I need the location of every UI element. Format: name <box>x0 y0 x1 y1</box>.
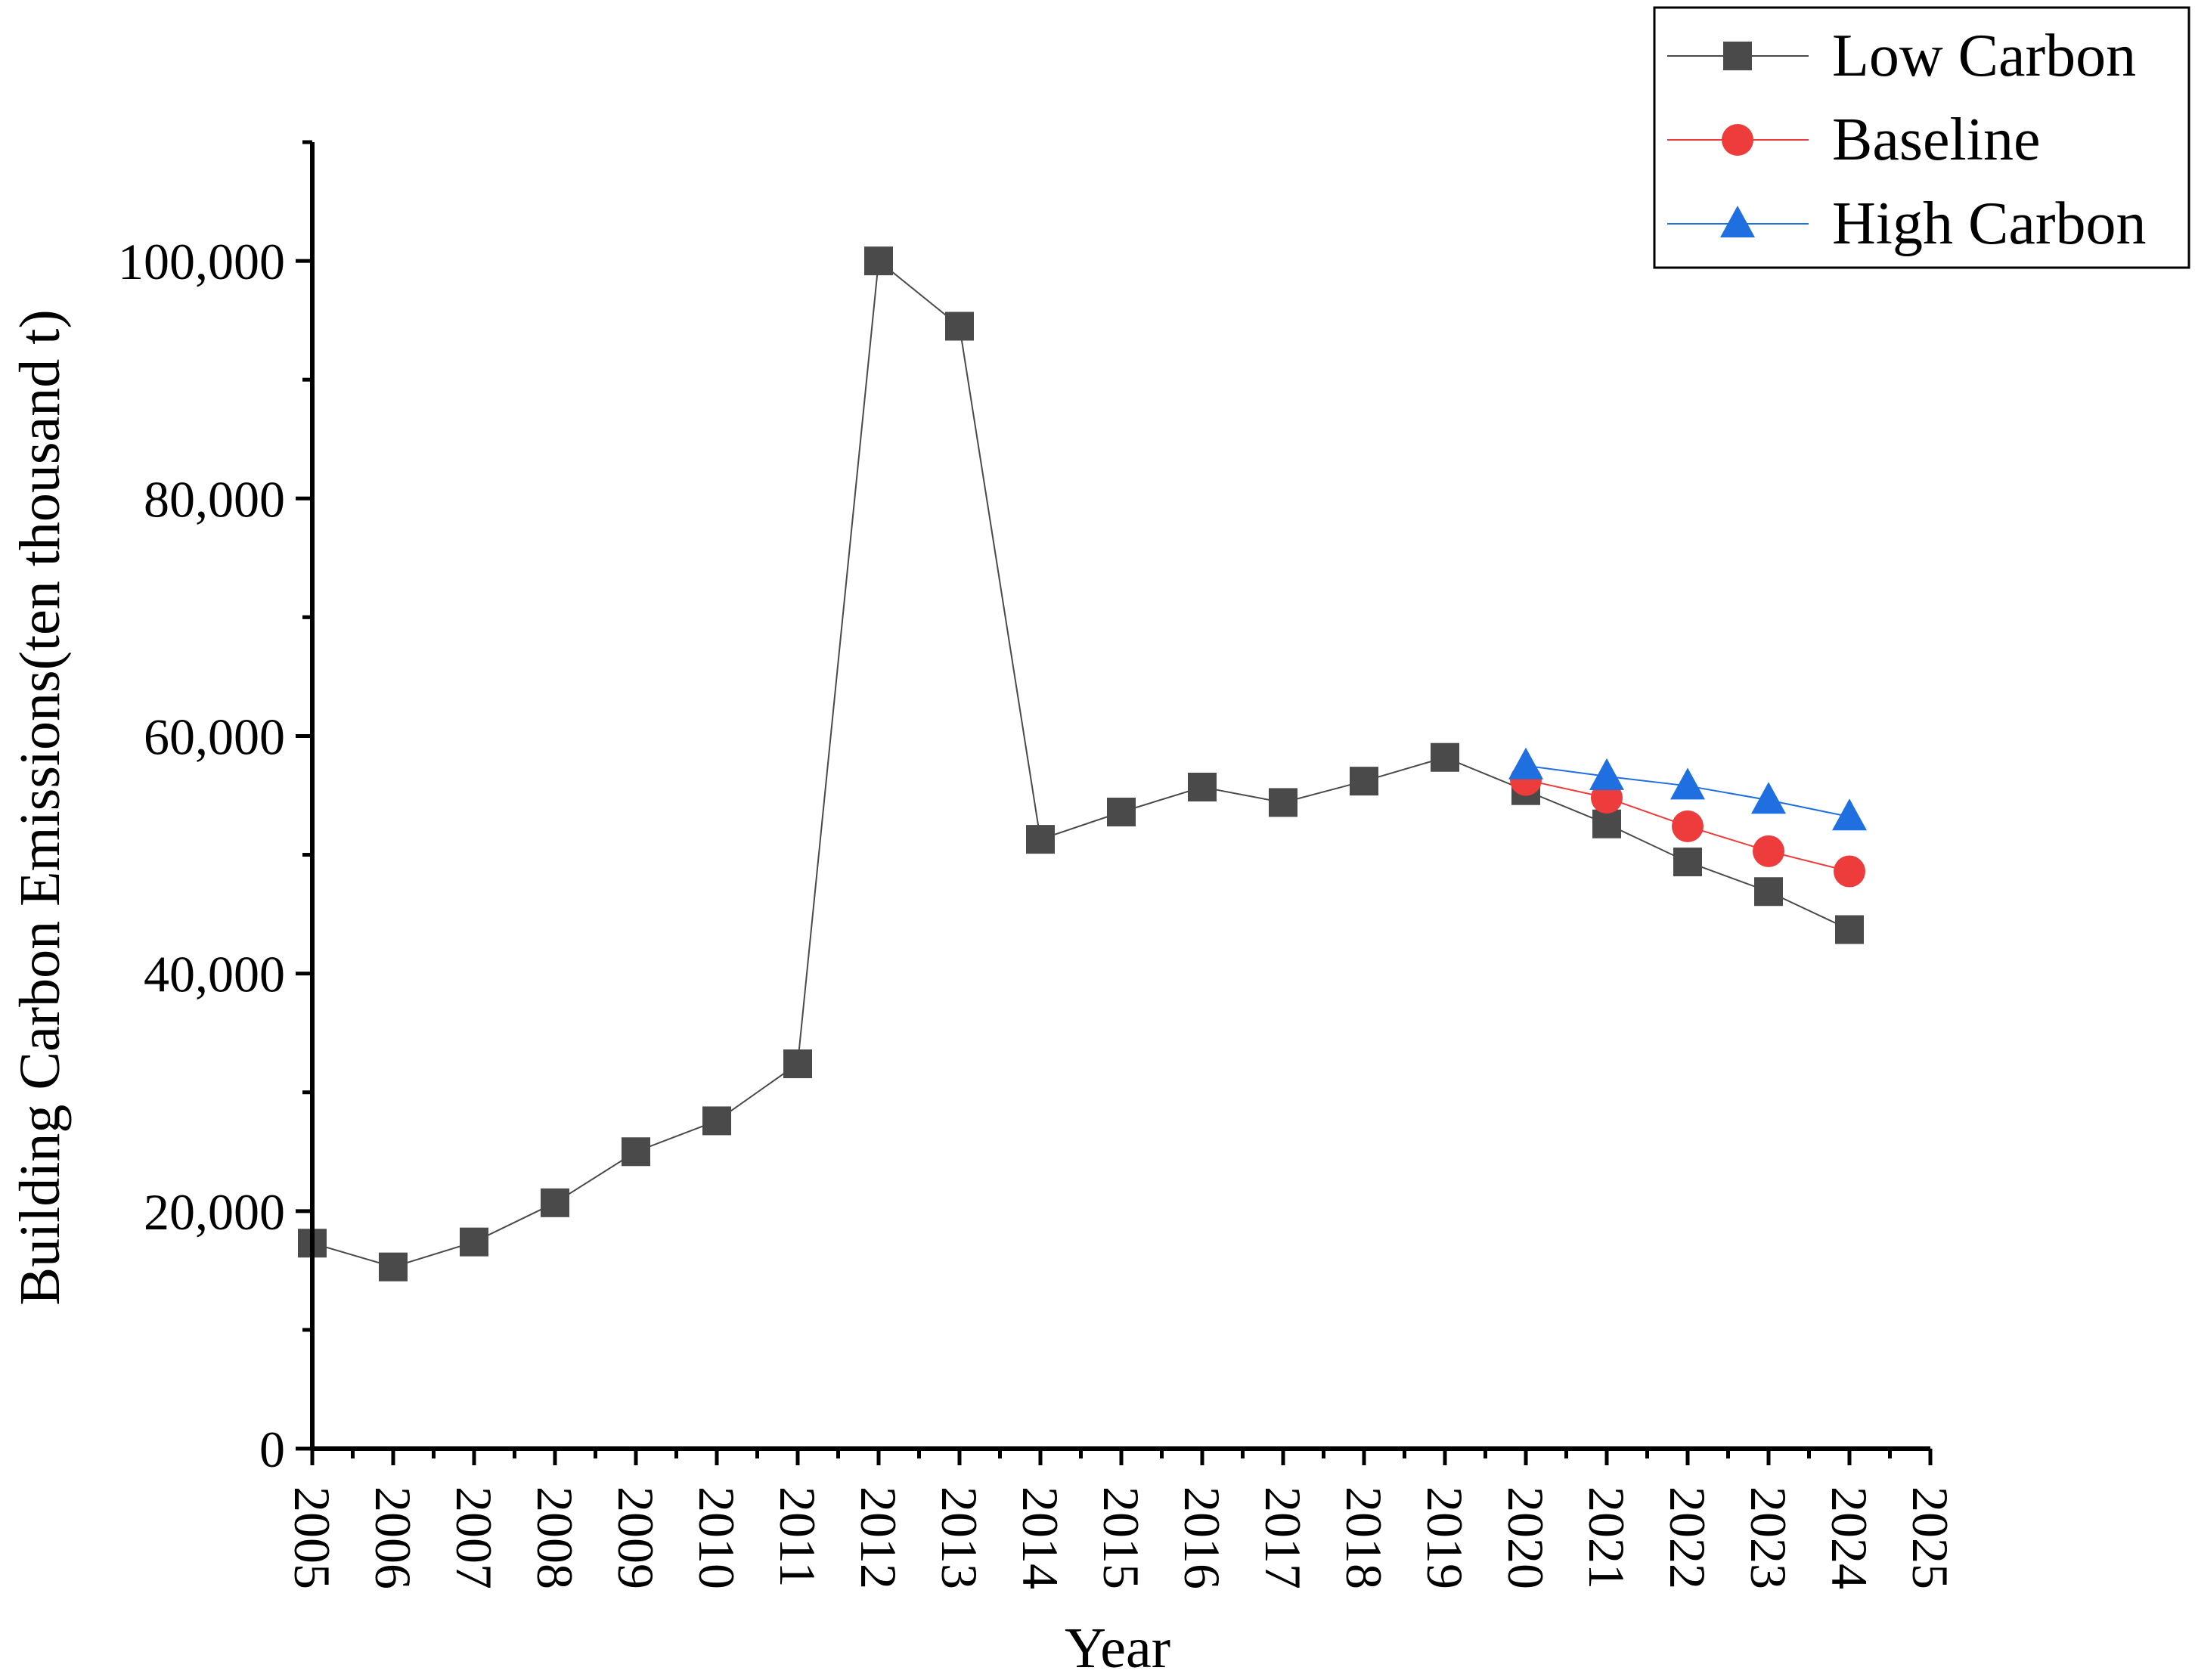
plot-area <box>298 246 1867 1282</box>
x-tick-label: 2012 <box>850 1486 907 1589</box>
x-tick-label: 2023 <box>1740 1486 1797 1589</box>
x-axis-label: Year <box>1065 1616 1170 1680</box>
x-tick-label: 2005 <box>284 1486 341 1589</box>
data-point-low-carbon <box>460 1227 488 1257</box>
data-point-low-carbon <box>1188 773 1217 802</box>
data-point-high-carbon <box>1832 798 1867 831</box>
legend-marker-baseline <box>1722 124 1753 156</box>
x-tick-label: 2006 <box>364 1486 422 1589</box>
y-tick-label: 80,000 <box>144 470 285 528</box>
data-point-low-carbon <box>379 1252 408 1282</box>
x-tick-label: 2013 <box>931 1486 988 1589</box>
x-tick-label: 2018 <box>1335 1486 1393 1589</box>
x-tick-label: 2007 <box>445 1486 503 1589</box>
x-tick-label: 2024 <box>1821 1486 1878 1589</box>
data-point-low-carbon <box>1673 847 1702 876</box>
data-point-high-carbon <box>1589 758 1624 790</box>
x-tick-label: 2008 <box>526 1486 584 1589</box>
x-tick-label: 2010 <box>688 1486 746 1589</box>
x-tick-label: 2011 <box>769 1486 826 1587</box>
x-tick-label: 2009 <box>607 1486 665 1589</box>
data-point-high-carbon <box>1751 782 1786 814</box>
x-tick-label: 2016 <box>1173 1486 1231 1589</box>
data-point-low-carbon <box>541 1188 569 1217</box>
data-point-baseline <box>1672 810 1704 842</box>
data-point-high-carbon <box>1670 767 1705 800</box>
data-point-high-carbon <box>1508 747 1543 780</box>
data-point-low-carbon <box>1350 767 1378 796</box>
data-point-baseline <box>1753 835 1784 867</box>
data-point-low-carbon <box>945 312 974 341</box>
y-tick-label: 100,000 <box>118 233 285 290</box>
x-tick-label: 2025 <box>1902 1486 1959 1589</box>
data-point-baseline <box>1834 855 1865 888</box>
data-point-low-carbon <box>1269 788 1297 817</box>
data-point-low-carbon <box>622 1137 650 1167</box>
x-tick-label: 2021 <box>1578 1486 1635 1589</box>
x-tick-label: 2014 <box>1012 1486 1069 1589</box>
x-tick-label: 2015 <box>1093 1486 1150 1589</box>
data-point-low-carbon <box>864 246 893 276</box>
legend: Low Carbon Baseline High Carbon <box>1653 6 2190 269</box>
y-axis-label: Building Carbon Emissions(ten thousand t… <box>8 309 72 1305</box>
y-tick-label: 20,000 <box>144 1183 285 1241</box>
legend-label-low-carbon: Low Carbon <box>1832 23 2136 89</box>
legend-marker-low-carbon <box>1723 42 1752 70</box>
legend-label-baseline: Baseline <box>1832 107 2040 173</box>
data-point-low-carbon <box>1592 809 1621 838</box>
y-tick-label: 0 <box>259 1421 285 1478</box>
legend-label-high-carbon: High Carbon <box>1832 191 2147 257</box>
legend-marker-high-carbon <box>1720 206 1755 237</box>
data-point-low-carbon <box>1754 877 1783 907</box>
y-tick-label: 40,000 <box>144 946 285 1003</box>
data-point-low-carbon <box>1835 915 1864 944</box>
data-point-low-carbon <box>783 1049 812 1079</box>
x-tick-label: 2020 <box>1497 1486 1555 1589</box>
x-tick-label: 2017 <box>1254 1486 1312 1589</box>
y-tick-label: 60,000 <box>144 708 285 765</box>
data-point-low-carbon <box>702 1106 731 1136</box>
series-line-low-carbon <box>312 259 1850 1268</box>
axes: 0 20,000 40,000 60,000 80,000 100,000 2005 2006… <box>118 140 1959 1589</box>
data-point-low-carbon <box>1026 825 1055 854</box>
x-tick-label: 2019 <box>1416 1486 1474 1589</box>
data-point-low-carbon <box>1431 742 1459 772</box>
x-tick-label: 2022 <box>1659 1486 1716 1589</box>
data-point-low-carbon <box>1107 797 1136 826</box>
